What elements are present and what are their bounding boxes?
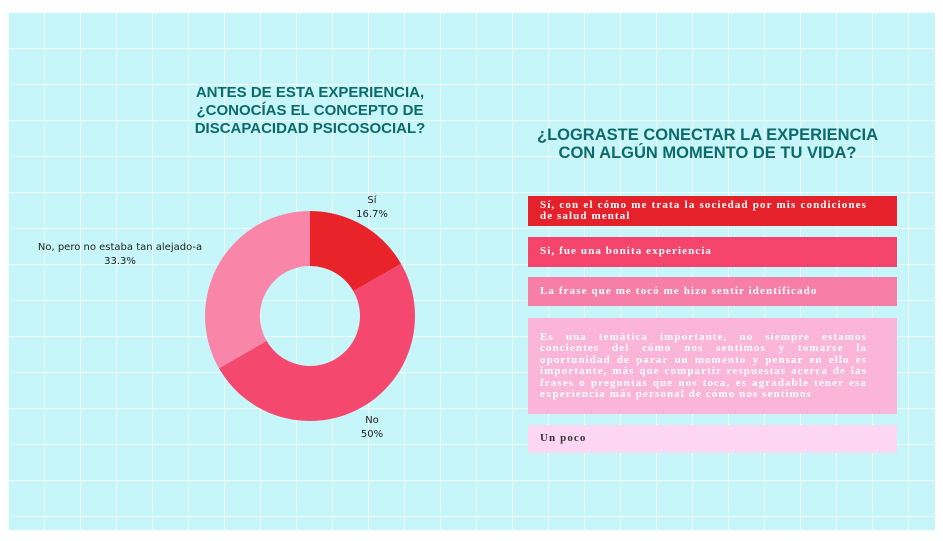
- response-box: Si, fue una bonita experiencia: [528, 237, 897, 267]
- slice-value: 16.7%: [356, 209, 388, 220]
- chart-title: ANTES DE ESTA EXPERIENCIA, ¿CONOCÍAS EL …: [194, 84, 426, 137]
- donut-slice: [218, 263, 415, 421]
- donut-slice: [205, 211, 310, 369]
- response-box: Es una temática importante, no siempre e…: [528, 318, 897, 414]
- slice-value: 50%: [361, 429, 383, 440]
- slice-label: No, pero no estaba tan alejado-a: [38, 242, 202, 253]
- donut-slice: [310, 211, 402, 292]
- response-box: Un poco: [528, 425, 897, 453]
- responses-title: ¿LOGRASTE CONECTAR LA EXPERIENCIA CON AL…: [536, 126, 878, 162]
- response-box: Sí, con el cómo me trata la sociedad por…: [528, 196, 897, 226]
- slide: [8, 12, 935, 530]
- slice-label: Sí: [367, 194, 377, 206]
- response-box: La frase que me tocó me hizo sentír iden…: [528, 277, 897, 306]
- slice-value: 33.3%: [104, 256, 136, 267]
- slice-label: No: [365, 415, 379, 426]
